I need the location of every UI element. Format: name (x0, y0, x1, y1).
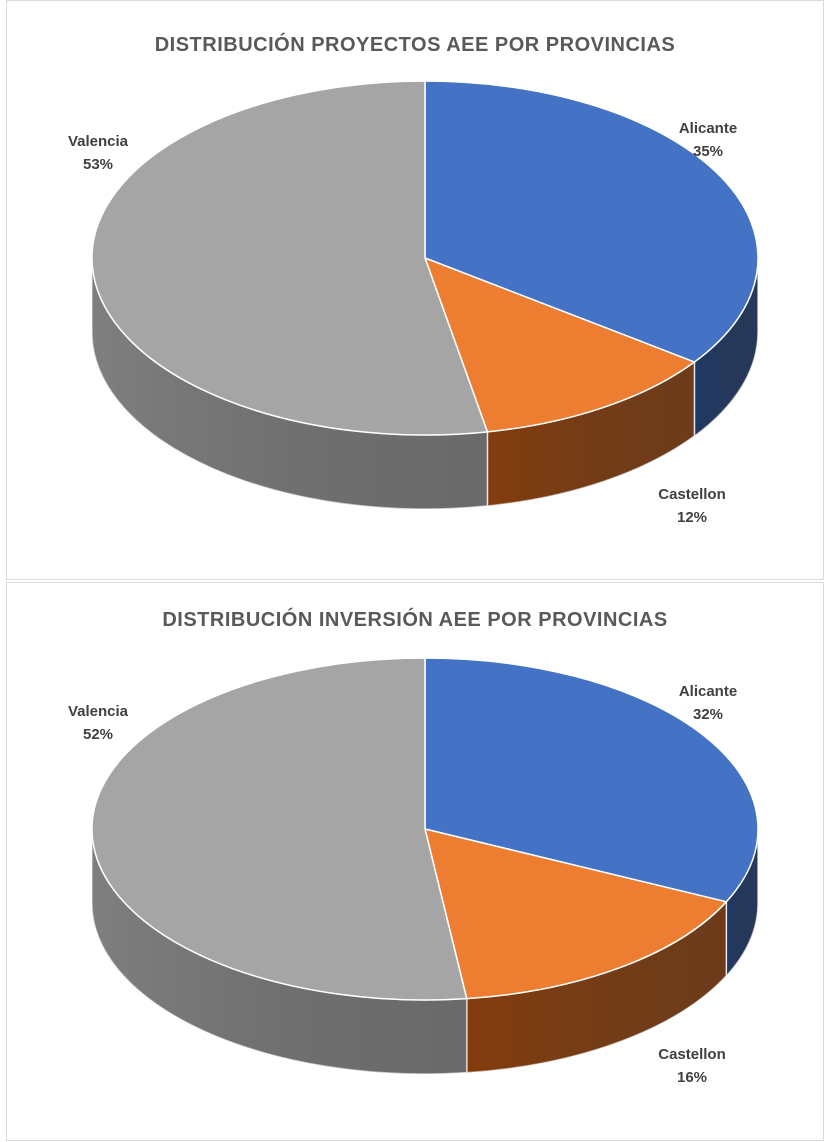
pie-side-shade-alicante (694, 258, 758, 437)
pie-side-shade-alicante (726, 829, 758, 976)
chart-title: DISTRIBUCIÓN PROYECTOS AEE POR PROVINCIA… (154, 34, 676, 56)
data-label-value-castellon: 16% (677, 1069, 707, 1086)
pie-side-shade-valencia (92, 258, 488, 509)
pie-side-shade-castellon (487, 362, 695, 506)
data-label-value-valencia: 52% (83, 726, 113, 743)
chart-title: DISTRIBUCIÓN INVERSIÓN AEE POR PROVINCIA… (162, 609, 668, 631)
data-label-category-alicante: Alicante (679, 683, 737, 700)
pie-slice-castellon (423, 256, 696, 433)
pie-slice-castellon (423, 827, 728, 1000)
pie-slice-alicante (424, 657, 759, 903)
data-label-value-valencia: 53% (83, 156, 113, 173)
pie-top (91, 80, 759, 436)
data-label-category-castellon: Castellon (658, 486, 726, 503)
data-label-category-valencia: Valencia (68, 703, 129, 720)
data-label-category-alicante: Alicante (679, 120, 737, 137)
chart-panel-inversion: DISTRIBUCIÓN INVERSIÓN AEE POR PROVINCIA… (6, 582, 824, 1141)
data-label-value-castellon: 12% (677, 509, 707, 526)
pie-top (91, 657, 759, 1001)
data-label-category-castellon: Castellon (658, 1046, 726, 1063)
pie-slice-alicante (424, 80, 759, 363)
pie-chart-proyectos: Alicante 35% Castellon 12% Valencia 53% (68, 80, 759, 526)
pie-side-shade-castellon (466, 901, 727, 1073)
data-label-value-alicante: 32% (693, 706, 723, 723)
data-label-value-alicante: 35% (693, 143, 723, 160)
pie-slice-valencia (91, 80, 489, 436)
pie-slice-valencia (91, 657, 468, 1001)
pie-chart-inversion: Alicante 32% Castellon 16% Valencia 52% (68, 657, 759, 1086)
pie-side-shade-valencia (92, 829, 467, 1074)
pie-side-walls (91, 828, 759, 1075)
data-label-category-valencia: Valencia (68, 133, 129, 150)
chart-panel-proyectos: DISTRIBUCIÓN PROYECTOS AEE POR PROVINCIA… (6, 0, 824, 580)
